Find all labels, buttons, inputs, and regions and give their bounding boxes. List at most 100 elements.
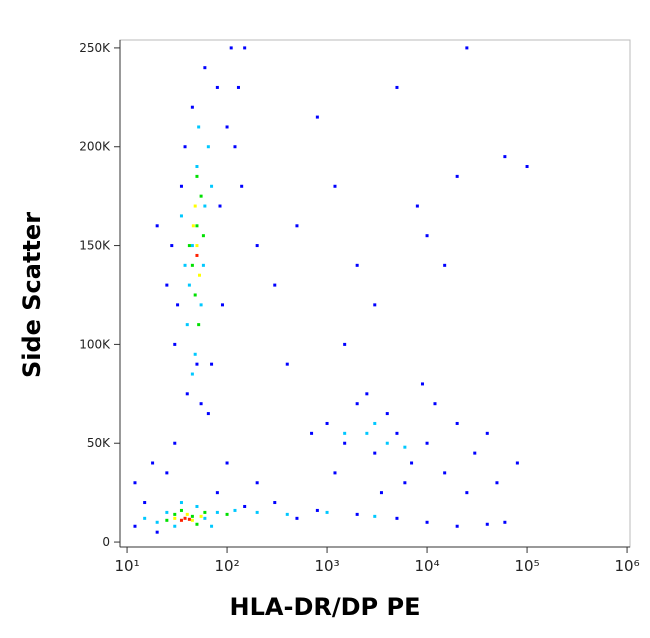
point xyxy=(155,224,159,228)
point xyxy=(173,441,177,445)
point xyxy=(218,204,222,208)
point xyxy=(485,431,489,435)
point xyxy=(455,174,459,178)
point xyxy=(379,491,383,495)
point xyxy=(195,174,199,178)
point xyxy=(173,516,177,520)
point xyxy=(199,303,203,307)
point xyxy=(190,244,194,248)
x-tick-label: 10⁴ xyxy=(415,557,440,575)
point xyxy=(187,517,191,521)
point xyxy=(155,520,159,524)
point xyxy=(195,244,199,248)
point xyxy=(183,516,187,520)
point xyxy=(255,244,259,248)
point xyxy=(503,520,507,524)
point xyxy=(193,204,197,208)
point xyxy=(443,471,447,475)
point xyxy=(183,145,187,149)
point xyxy=(255,510,259,514)
point xyxy=(315,115,319,119)
point xyxy=(195,504,199,508)
point xyxy=(183,263,187,267)
point xyxy=(201,234,205,238)
point xyxy=(485,522,489,526)
point xyxy=(310,431,314,435)
point xyxy=(173,342,177,346)
point xyxy=(197,273,201,277)
point xyxy=(199,402,203,406)
point xyxy=(355,263,359,267)
point xyxy=(210,184,214,188)
point xyxy=(373,303,377,307)
point xyxy=(240,184,244,188)
point xyxy=(455,524,459,528)
point xyxy=(173,512,177,516)
point xyxy=(193,352,197,356)
point xyxy=(285,512,289,516)
point xyxy=(243,504,247,508)
point xyxy=(285,362,289,366)
point xyxy=(343,441,347,445)
point xyxy=(179,214,183,218)
point xyxy=(233,508,237,512)
y-tick-label: 200K xyxy=(79,140,111,154)
point xyxy=(190,263,194,267)
point xyxy=(187,244,191,248)
point xyxy=(206,412,210,416)
point xyxy=(343,342,347,346)
point xyxy=(199,514,203,518)
point xyxy=(195,165,199,169)
point xyxy=(373,514,377,518)
point xyxy=(215,85,219,89)
point xyxy=(185,392,189,396)
point xyxy=(187,283,191,287)
point xyxy=(179,501,183,505)
point xyxy=(465,46,469,50)
point xyxy=(179,184,183,188)
point xyxy=(236,85,240,89)
y-tick-label: 150K xyxy=(79,239,111,253)
point xyxy=(155,530,159,534)
point xyxy=(365,392,369,396)
point xyxy=(225,512,229,516)
point xyxy=(373,421,377,425)
point xyxy=(185,512,189,516)
point xyxy=(203,510,207,514)
point xyxy=(203,66,207,70)
point xyxy=(179,508,183,512)
point xyxy=(176,303,180,307)
x-tick-label: 10³ xyxy=(315,557,340,575)
point xyxy=(195,522,199,526)
point xyxy=(133,481,137,485)
point xyxy=(395,516,399,520)
point xyxy=(465,491,469,495)
y-tick-label: 100K xyxy=(79,337,111,351)
point xyxy=(185,323,189,327)
point xyxy=(395,85,399,89)
point xyxy=(225,461,229,465)
point xyxy=(190,105,194,109)
point xyxy=(165,283,169,287)
point xyxy=(206,145,210,149)
point xyxy=(191,224,195,228)
point xyxy=(420,382,424,386)
point xyxy=(325,421,329,425)
point xyxy=(333,471,337,475)
point xyxy=(333,184,337,188)
point xyxy=(151,461,155,465)
point xyxy=(525,165,529,169)
point xyxy=(455,421,459,425)
x-axis-title: HLA-DR/DP PE xyxy=(230,593,421,621)
point xyxy=(273,501,277,505)
point xyxy=(215,491,219,495)
point xyxy=(220,303,224,307)
point xyxy=(325,510,329,514)
point xyxy=(425,441,429,445)
point xyxy=(197,125,201,129)
point xyxy=(210,524,214,528)
point xyxy=(295,516,299,520)
point xyxy=(315,508,319,512)
x-tick-label: 10¹ xyxy=(115,557,140,575)
point xyxy=(515,461,519,465)
